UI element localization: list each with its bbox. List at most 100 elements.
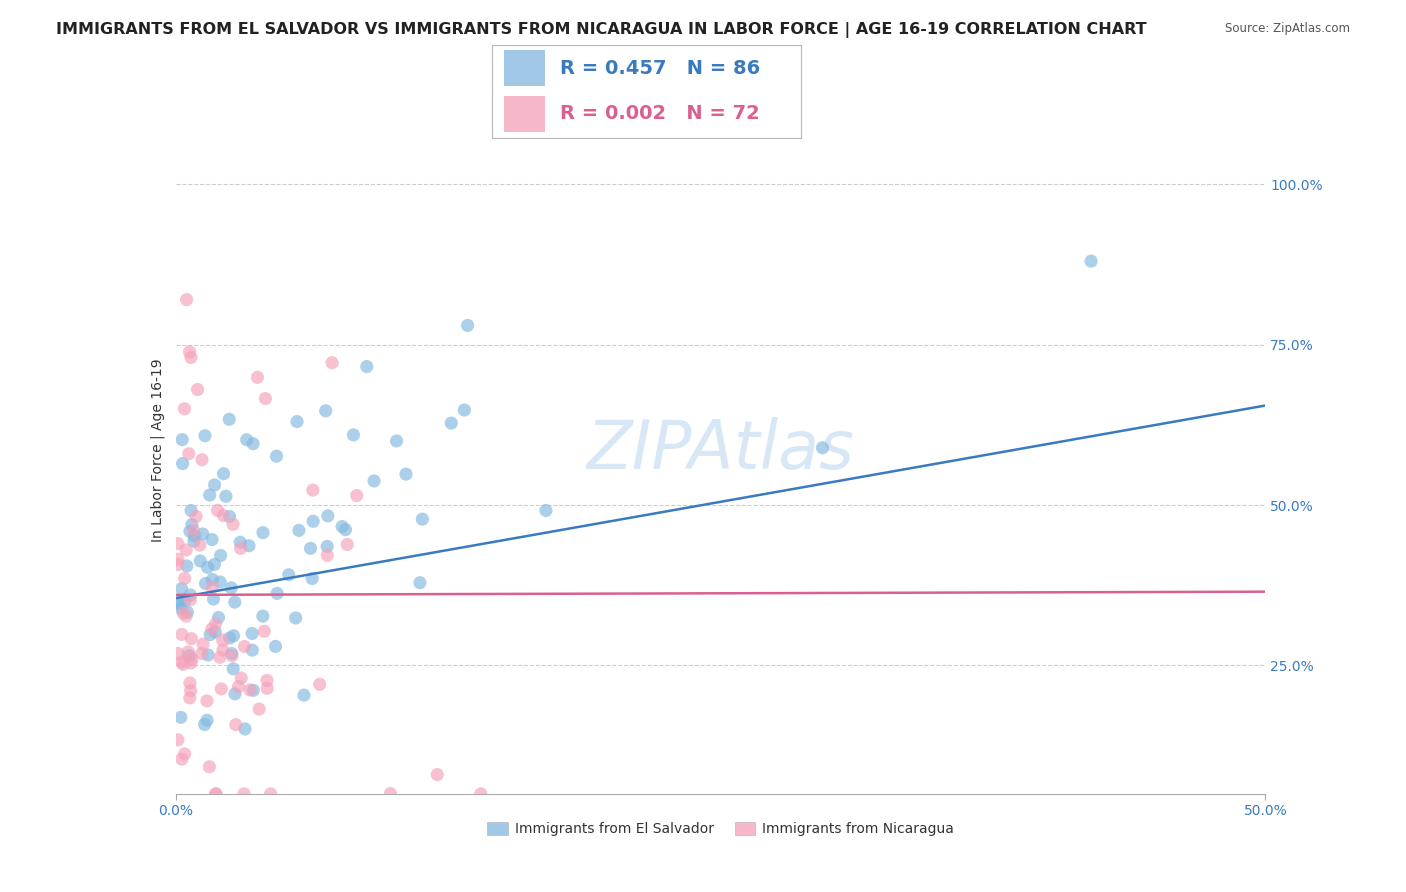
Point [266,449,288,463]
Point [470,787,492,801]
Point [218,412,240,426]
Point [335,523,357,537]
Point [233,787,256,801]
Point [252,525,274,540]
Point [195,713,218,727]
Point [235,433,257,447]
Point [188,538,211,552]
Point [191,527,214,541]
Point [233,640,256,654]
Point [180,351,202,365]
Point [225,717,247,731]
Point [183,524,205,538]
Point [198,627,221,641]
Point [395,467,418,482]
Legend: Immigrants from El Salvador, Immigrants from Nicaragua: Immigrants from El Salvador, Immigrants … [481,817,960,842]
Point [222,517,245,532]
Point [346,489,368,503]
Point [221,648,243,663]
Point [222,629,245,643]
Point [205,787,228,801]
Point [219,581,242,595]
Point [172,433,194,447]
Point [336,537,359,551]
Point [179,676,201,690]
Point [254,392,277,406]
Text: R = 0.457   N = 86: R = 0.457 N = 86 [560,60,761,78]
Point [179,690,201,705]
Point [208,650,231,665]
Point [231,671,253,685]
Point [180,517,202,532]
Text: ZIPAtlas: ZIPAtlas [586,417,855,483]
Point [204,478,226,492]
Point [179,344,201,359]
Point [240,626,263,640]
Point [191,637,214,651]
Point [224,687,246,701]
Point [173,571,195,585]
Point [184,509,207,524]
Point [170,582,193,596]
Point [292,688,315,702]
Point [172,457,194,471]
Point [253,624,276,639]
Point [316,549,339,563]
Point [179,648,201,663]
Point [1080,254,1102,268]
Y-axis label: In Labor Force | Age 16-19: In Labor Force | Age 16-19 [150,359,165,542]
Point [264,640,287,654]
Point [426,767,449,781]
Point [179,524,201,539]
Point [316,508,339,523]
Point [385,434,408,448]
Point [181,652,204,666]
Point [308,677,330,691]
Point [183,529,205,543]
Point [247,702,270,716]
Point [170,710,193,724]
Point [409,575,432,590]
Point [242,683,264,698]
Point [179,588,201,602]
Point [173,747,195,761]
Point [285,415,308,429]
Point [811,441,834,455]
Point [201,573,224,587]
Point [201,622,224,636]
Point [209,681,232,696]
Point [242,436,264,450]
Point [167,646,190,660]
Point [174,543,197,558]
Point [212,467,235,481]
Point [229,535,252,549]
Point [197,560,219,574]
Point [342,428,364,442]
Point [204,616,226,631]
Point [246,370,269,384]
Point [209,574,232,589]
Point [169,595,191,609]
Point [211,633,233,648]
Point [195,694,218,708]
Point [207,610,229,624]
Point [534,503,557,517]
Text: R = 0.002   N = 72: R = 0.002 N = 72 [560,104,759,123]
Point [215,489,238,503]
Point [194,576,217,591]
Point [176,558,198,573]
Point [238,539,260,553]
Point [180,683,202,698]
Point [218,631,240,645]
Point [176,293,198,307]
Point [173,594,195,608]
Text: Source: ZipAtlas.com: Source: ZipAtlas.com [1225,22,1350,36]
Point [380,787,402,801]
Point [302,483,325,497]
Point [453,403,475,417]
Point [222,662,245,676]
Point [239,682,262,697]
Point [198,760,221,774]
Point [190,647,212,661]
Point [356,359,378,374]
